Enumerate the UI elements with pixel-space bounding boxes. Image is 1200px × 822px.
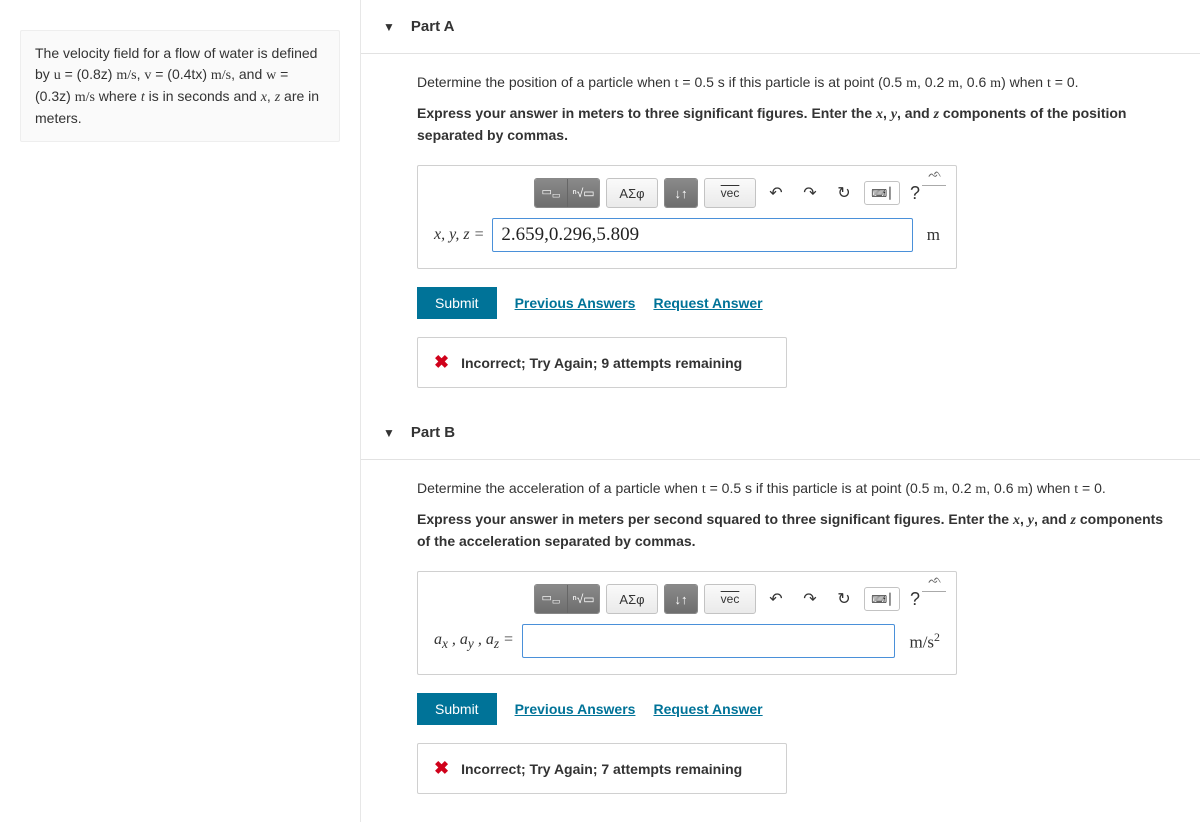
part-a-format-instruction: Express your answer in meters to three s…: [417, 103, 1178, 147]
part-b-title: Part B: [411, 424, 455, 441]
answer-box-a: ᨒ ▭▭ ⁿ√▭ ΑΣφ ↓↑ vec ↶ ↷: [417, 165, 957, 269]
part-b-format-instruction: Express your answer in meters per second…: [417, 509, 1178, 553]
help-icon[interactable]: ?: [910, 183, 920, 204]
vec-icon[interactable]: vec: [705, 585, 755, 613]
request-answer-link-a[interactable]: Request Answer: [653, 295, 762, 311]
problem-statement: The velocity field for a flow of water i…: [20, 30, 340, 142]
keyboard-icon[interactable]: ⌨⎮: [864, 587, 900, 611]
toolbar-vec[interactable]: vec: [704, 584, 756, 614]
collapse-icon: ▼: [383, 20, 395, 34]
collapse-icon: ▼: [383, 426, 395, 440]
reset-icon[interactable]: ↻: [830, 179, 858, 207]
close-icon[interactable]: ᨒ: [928, 168, 942, 181]
prompt-text: The velocity field for a flow of water i…: [35, 45, 319, 126]
feedback-text-a: Incorrect; Try Again; 9 attempts remaini…: [461, 355, 742, 371]
answer-input-b[interactable]: [522, 624, 896, 658]
undo-icon[interactable]: ↶: [762, 585, 790, 613]
previous-answers-link-b[interactable]: Previous Answers: [515, 701, 636, 717]
template-icon[interactable]: ▭▭: [535, 585, 567, 613]
sqrt-icon[interactable]: ⁿ√▭: [567, 585, 599, 613]
feedback-b: ✖ Incorrect; Try Again; 7 attempts remai…: [417, 743, 787, 794]
submit-button-b[interactable]: Submit: [417, 693, 497, 725]
reset-icon[interactable]: ↻: [830, 585, 858, 613]
toolbar-templates[interactable]: ▭▭ ⁿ√▭: [534, 584, 600, 614]
redo-icon[interactable]: ↷: [796, 179, 824, 207]
redo-icon[interactable]: ↷: [796, 585, 824, 613]
toolbar-templates[interactable]: ▭▭ ⁿ√▭: [534, 178, 600, 208]
toolbar-subsup[interactable]: ↓↑: [664, 584, 698, 614]
var-label-a: x, y, z =: [434, 226, 484, 244]
subsup-icon[interactable]: ↓↑: [665, 585, 697, 613]
submit-button-a[interactable]: Submit: [417, 287, 497, 319]
var-label-b: ax , ay , az =: [434, 631, 514, 652]
part-a-title: Part A: [411, 18, 455, 35]
part-a-instruction: Determine the position of a particle whe…: [417, 72, 1178, 95]
incorrect-icon: ✖: [434, 352, 449, 373]
answer-input-a[interactable]: [492, 218, 912, 252]
unit-a: m: [921, 225, 940, 245]
undo-icon[interactable]: ↶: [762, 179, 790, 207]
greek-icon[interactable]: ΑΣφ: [607, 585, 657, 613]
template-icon[interactable]: ▭▭: [535, 179, 567, 207]
vec-icon[interactable]: vec: [705, 179, 755, 207]
previous-answers-link-a[interactable]: Previous Answers: [515, 295, 636, 311]
sqrt-icon[interactable]: ⁿ√▭: [567, 179, 599, 207]
help-icon[interactable]: ?: [910, 589, 920, 610]
answer-box-b: ᨒ ▭▭ ⁿ√▭ ΑΣφ ↓↑ vec ↶ ↷: [417, 571, 957, 675]
part-a-header[interactable]: ▼ Part A: [361, 0, 1200, 53]
subsup-icon[interactable]: ↓↑: [665, 179, 697, 207]
toolbar-subsup[interactable]: ↓↑: [664, 178, 698, 208]
greek-icon[interactable]: ΑΣφ: [607, 179, 657, 207]
equation-toolbar: ᨒ ▭▭ ⁿ√▭ ΑΣφ ↓↑ vec ↶ ↷: [434, 178, 940, 208]
close-icon[interactable]: ᨒ: [928, 574, 942, 587]
keyboard-icon[interactable]: ⌨⎮: [864, 181, 900, 205]
toolbar-greek[interactable]: ΑΣφ: [606, 584, 658, 614]
unit-b: m/s2: [903, 630, 940, 653]
feedback-text-b: Incorrect; Try Again; 7 attempts remaini…: [461, 761, 742, 777]
part-b-header[interactable]: ▼ Part B: [361, 406, 1200, 459]
equation-toolbar: ᨒ ▭▭ ⁿ√▭ ΑΣφ ↓↑ vec ↶ ↷: [434, 584, 940, 614]
request-answer-link-b[interactable]: Request Answer: [653, 701, 762, 717]
feedback-a: ✖ Incorrect; Try Again; 9 attempts remai…: [417, 337, 787, 388]
incorrect-icon: ✖: [434, 758, 449, 779]
toolbar-vec[interactable]: vec: [704, 178, 756, 208]
part-b-instruction: Determine the acceleration of a particle…: [417, 478, 1178, 501]
toolbar-greek[interactable]: ΑΣφ: [606, 178, 658, 208]
